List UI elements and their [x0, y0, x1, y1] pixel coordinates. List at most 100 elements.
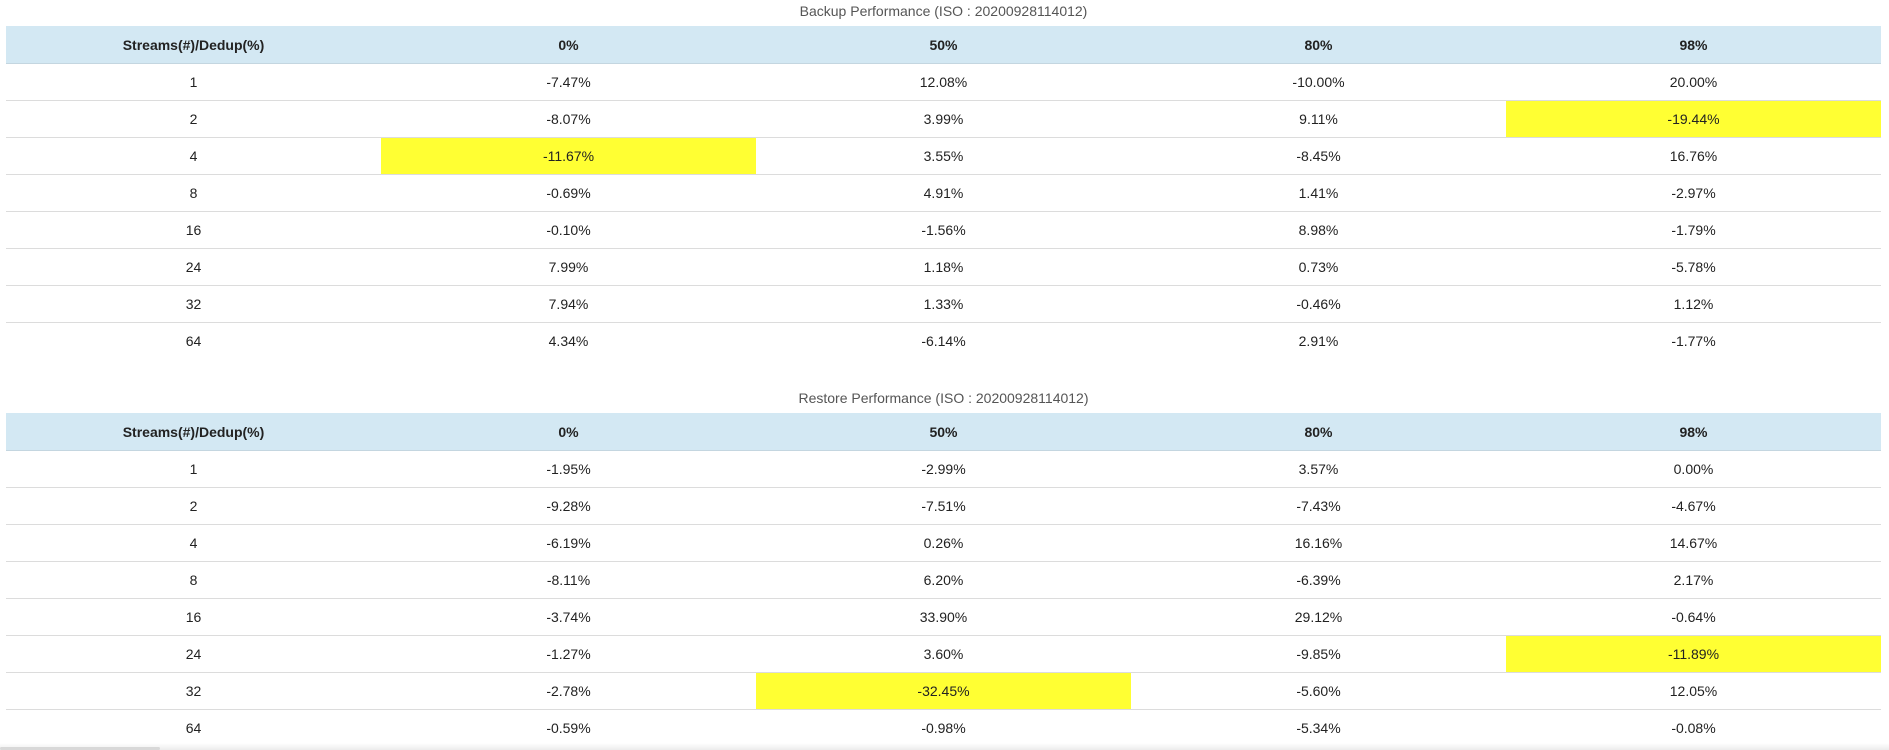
value-cell: -5.60% [1131, 672, 1506, 710]
value-cell: 16.16% [1131, 524, 1506, 562]
value-cell: 8.98% [1131, 211, 1506, 249]
streams-cell: 8 [6, 561, 381, 599]
table-row: 32 -2.78% -32.45% -5.60% 12.05% [6, 672, 1881, 710]
value-cell: -0.69% [381, 174, 756, 212]
value-cell: 3.99% [756, 100, 1131, 138]
table-row: 1 -7.47% 12.08% -10.00% 20.00% [6, 63, 1881, 101]
horizontal-scrollbar-thumb[interactable] [0, 747, 160, 750]
value-cell: -8.07% [381, 100, 756, 138]
value-cell: -3.74% [381, 598, 756, 636]
header-dedup-50: 50% [756, 413, 1131, 451]
backup-performance-section: Backup Performance (ISO : 20200928114012… [6, 0, 1881, 359]
streams-cell: 4 [6, 524, 381, 562]
value-cell: 2.17% [1506, 561, 1881, 599]
value-cell: -9.85% [1131, 635, 1506, 673]
value-cell: -6.19% [381, 524, 756, 562]
table-row: 4 -11.67% 3.55% -8.45% 16.76% [6, 137, 1881, 175]
value-cell: -0.98% [921, 720, 966, 736]
header-streams-dedup: Streams(#)/Dedup(%) [6, 413, 381, 451]
streams-cell: 24 [6, 248, 381, 286]
value-cell: -11.67% [381, 137, 756, 175]
backup-table-body: 1 -7.47% 12.08% -10.00% 20.00% 2 -8.07% 3.99% 9.… [6, 63, 1881, 360]
value-cell: -5.34% [1296, 720, 1341, 736]
streams-cell: 64 [185, 720, 202, 736]
streams-cell: 32 [6, 285, 381, 323]
table-row: 8 -0.69% 4.91% 1.41% -2.97% [6, 174, 1881, 212]
value-cell: -0.64% [1506, 598, 1881, 636]
table-row: 64 4.34% -6.14% 2.91% -1.77% [6, 323, 1881, 360]
value-cell: -6.39% [1131, 561, 1506, 599]
table-row: 16 -3.74% 33.90% 29.12% -0.64% [6, 598, 1881, 636]
value-cell: -7.43% [1131, 487, 1506, 525]
streams-cell: 4 [6, 137, 381, 175]
value-cell: 7.94% [381, 285, 756, 323]
header-dedup-80: 80% [1131, 26, 1506, 64]
header-dedup-80: 80% [1131, 413, 1506, 451]
table-row: 2 -8.07% 3.99% 9.11% -19.44% [6, 100, 1881, 138]
value-cell: 4.34% [548, 333, 589, 349]
value-cell: 0.73% [1131, 248, 1506, 286]
value-cell: 6.20% [756, 561, 1131, 599]
header-dedup-0: 0% [381, 413, 756, 451]
value-cell: 1.12% [1506, 285, 1881, 323]
backup-performance-title: Backup Performance (ISO : 20200928114012… [799, 3, 1088, 19]
value-cell: 2.91% [1298, 333, 1339, 349]
streams-cell: 8 [6, 174, 381, 212]
value-cell: 9.11% [1131, 100, 1506, 138]
value-cell: -8.11% [381, 561, 756, 599]
table-row: 8 -8.11% 6.20% -6.39% 2.17% [6, 561, 1881, 599]
table-row: 16 -0.10% -1.56% 8.98% -1.79% [6, 211, 1881, 249]
streams-cell: 2 [6, 487, 381, 525]
streams-cell: 1 [6, 63, 381, 101]
value-cell: -0.46% [1131, 285, 1506, 323]
header-dedup-50: 50% [756, 26, 1131, 64]
value-cell: 12.08% [756, 63, 1131, 101]
value-cell: -0.59% [546, 720, 591, 736]
horizontal-scrollbar-track [0, 743, 1889, 750]
value-cell: 14.67% [1506, 524, 1881, 562]
value-cell: -1.56% [756, 211, 1131, 249]
restore-table-body: 1 -1.95% -2.99% 3.57% 0.00% 2 -9.28% -7.51% -7.4… [6, 450, 1881, 747]
backup-performance-table: Streams(#)/Dedup(%) 0% 50% 80% 98% 1 -7.4… [6, 26, 1881, 359]
value-cell: -9.28% [381, 487, 756, 525]
value-cell: 1.33% [756, 285, 1131, 323]
value-cell: 0.26% [756, 524, 1131, 562]
table-header-row: Streams(#)/Dedup(%) 0% 50% 80% 98% [6, 26, 1881, 64]
streams-cell: 1 [6, 450, 381, 488]
value-cell: -0.10% [381, 211, 756, 249]
restore-performance-table: Streams(#)/Dedup(%) 0% 50% 80% 98% 1 -1.9… [6, 413, 1881, 746]
value-cell: -19.44% [1506, 100, 1881, 138]
value-cell: -6.14% [921, 333, 966, 349]
value-cell: -7.51% [756, 487, 1131, 525]
value-cell: -2.99% [756, 450, 1131, 488]
value-cell: -0.08% [1671, 720, 1716, 736]
table-row: 24 -1.27% 3.60% -9.85% -11.89% [6, 635, 1881, 673]
value-cell: -1.77% [1671, 333, 1716, 349]
value-cell: -32.45% [756, 672, 1131, 710]
streams-cell: 24 [6, 635, 381, 673]
header-dedup-98: 98% [1506, 413, 1881, 451]
value-cell: -7.47% [381, 63, 756, 101]
table-row: 64 -0.59% -0.98% -5.34% -0.08% [6, 710, 1881, 747]
value-cell: -5.78% [1506, 248, 1881, 286]
value-cell: 20.00% [1506, 63, 1881, 101]
value-cell: 1.41% [1131, 174, 1506, 212]
header-streams-dedup: Streams(#)/Dedup(%) [6, 26, 381, 64]
value-cell: 1.18% [756, 248, 1131, 286]
header-dedup-98: 98% [1506, 26, 1881, 64]
value-cell: 0.00% [1506, 450, 1881, 488]
value-cell: 7.99% [381, 248, 756, 286]
value-cell: -4.67% [1506, 487, 1881, 525]
value-cell: -2.97% [1506, 174, 1881, 212]
value-cell: -8.45% [1131, 137, 1506, 175]
value-cell: -1.95% [381, 450, 756, 488]
streams-cell: 64 [185, 333, 202, 349]
table-row: 4 -6.19% 0.26% 16.16% 14.67% [6, 524, 1881, 562]
value-cell: 33.90% [756, 598, 1131, 636]
streams-cell: 16 [6, 598, 381, 636]
table-row: 24 7.99% 1.18% 0.73% -5.78% [6, 248, 1881, 286]
value-cell: 3.60% [756, 635, 1131, 673]
header-dedup-0: 0% [381, 26, 756, 64]
value-cell: 4.91% [756, 174, 1131, 212]
streams-cell: 2 [6, 100, 381, 138]
